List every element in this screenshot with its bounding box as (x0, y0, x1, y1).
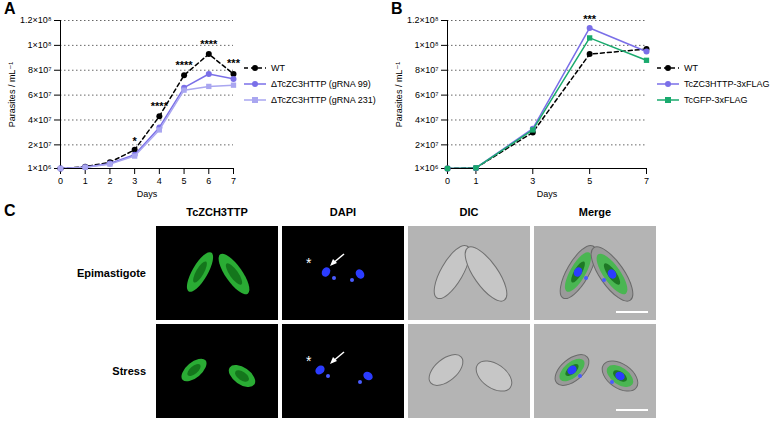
svg-text:1.2×10⁸: 1.2×10⁸ (407, 15, 439, 25)
svg-text:*: * (306, 255, 312, 271)
svg-text:*: * (306, 353, 312, 369)
svg-text:*: * (133, 135, 138, 147)
svg-text:2×10⁷: 2×10⁷ (28, 140, 52, 150)
svg-text:****: **** (176, 59, 194, 71)
html-text:WT: WT (271, 63, 285, 73)
html-text:TcZCH3TTP: TcZCH3TTP (186, 206, 248, 218)
html-text:DIC: DIC (459, 206, 479, 218)
svg-text:1: 1 (83, 176, 88, 186)
html-text:TcGFP-3xFLAG: TcGFP-3xFLAG (684, 95, 748, 105)
svg-text:1×10⁶: 1×10⁶ (415, 163, 439, 173)
svg-text:7: 7 (644, 176, 649, 186)
svg-text:5: 5 (182, 176, 187, 186)
html-text:Stress: Stress (112, 365, 146, 377)
svg-text:****: **** (151, 100, 169, 112)
html-text:B: B (391, 0, 403, 17)
html-text:ΔTcZC3HTTP (gRNA 99): ΔTcZC3HTTP (gRNA 99) (271, 79, 371, 89)
svg-text:***: *** (583, 13, 597, 25)
svg-text:4: 4 (157, 176, 162, 186)
svg-text:1.2×10⁸: 1.2×10⁸ (20, 15, 52, 25)
svg-text:0: 0 (58, 176, 63, 186)
svg-text:8×10⁷: 8×10⁷ (415, 65, 439, 75)
svg-text:1×10⁸: 1×10⁸ (27, 40, 51, 50)
svg-text:1: 1 (473, 176, 478, 186)
svg-text:Parasites / mL⁻¹: Parasites / mL⁻¹ (394, 62, 404, 127)
svg-text:0: 0 (445, 176, 450, 186)
svg-text:6: 6 (206, 176, 211, 186)
svg-text:1×10⁸: 1×10⁸ (414, 40, 438, 50)
svg-text:****: **** (200, 38, 218, 50)
html-text:ΔTcZC3HTTP (gRNA 231): ΔTcZC3HTTP (gRNA 231) (271, 95, 376, 105)
svg-text:3: 3 (132, 176, 137, 186)
svg-text:5: 5 (587, 176, 592, 186)
svg-text:7: 7 (231, 176, 236, 186)
svg-text:4×10⁷: 4×10⁷ (28, 115, 52, 125)
svg-text:***: *** (227, 57, 241, 69)
svg-text:6×10⁷: 6×10⁷ (28, 90, 52, 100)
svg-text:2×10⁷: 2×10⁷ (415, 140, 439, 150)
html-text:C: C (4, 202, 16, 219)
svg-text:3: 3 (530, 176, 535, 186)
svg-text:8×10⁷: 8×10⁷ (28, 65, 52, 75)
html-text:A: A (4, 0, 16, 17)
svg-text:1×10⁶: 1×10⁶ (28, 163, 52, 173)
html-text:DAPI: DAPI (329, 206, 357, 218)
svg-text:Days: Days (537, 189, 558, 199)
html-text:Epimastigote: Epimastigote (76, 267, 146, 279)
html-text:TcZC3HTTP-3xFLAG: TcZC3HTTP-3xFLAG (684, 79, 770, 89)
svg-text:2: 2 (107, 176, 112, 186)
svg-text:4×10⁷: 4×10⁷ (415, 115, 439, 125)
svg-text:Parasites / mL⁻¹: Parasites / mL⁻¹ (7, 62, 17, 127)
html-text:WT: WT (684, 63, 698, 73)
svg-text:Days: Days (137, 189, 158, 199)
html-text:Merge: Merge (578, 206, 612, 218)
svg-text:6×10⁷: 6×10⁷ (415, 90, 439, 100)
